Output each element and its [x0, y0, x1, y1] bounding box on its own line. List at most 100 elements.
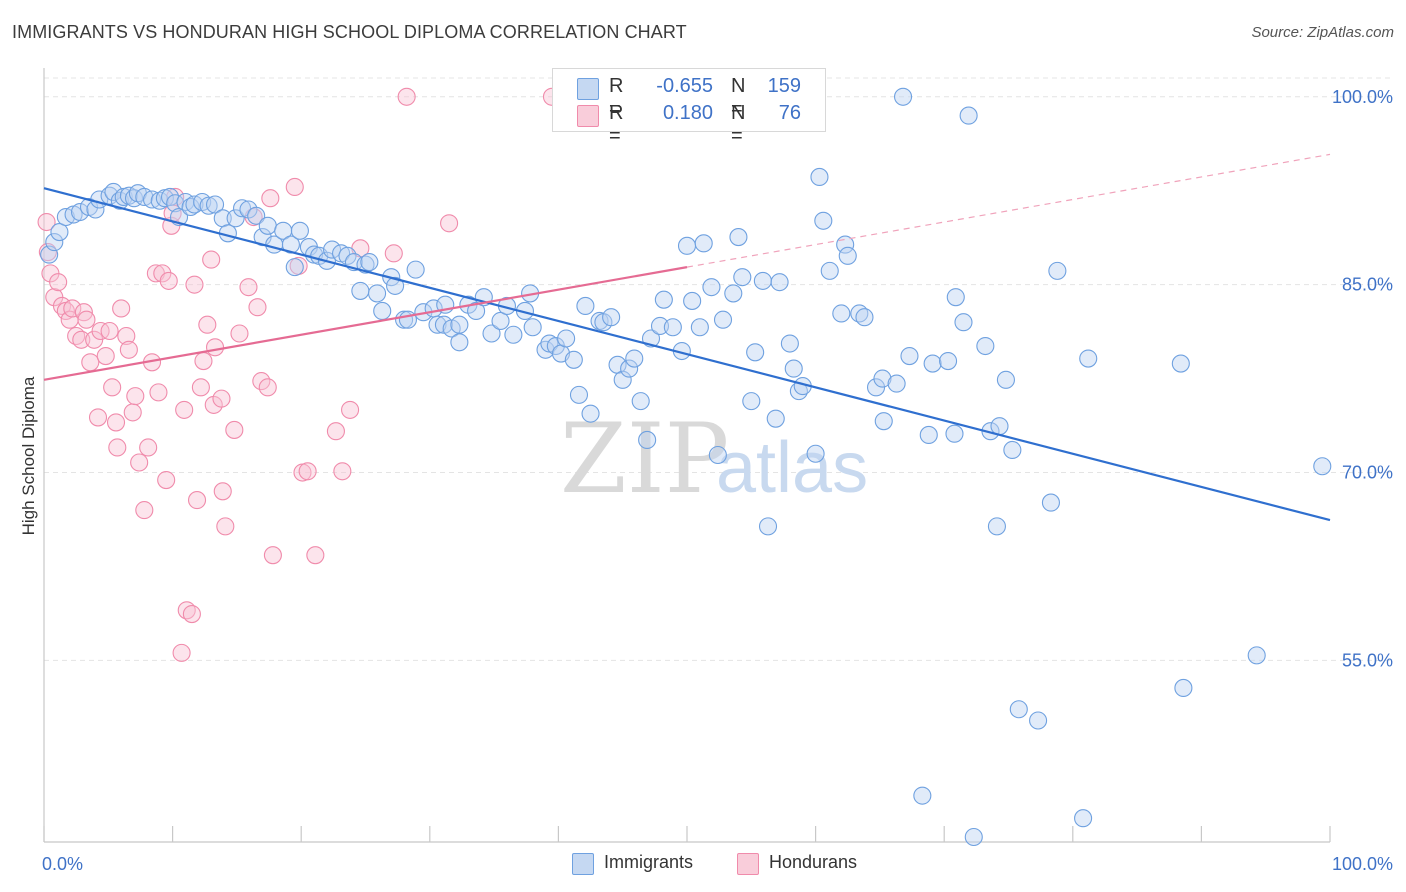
immigrant-point: [620, 359, 639, 378]
honduran-point: [126, 387, 145, 406]
immigrant-point: [806, 444, 825, 463]
immigrant-point: [467, 301, 486, 321]
honduran-point: [88, 408, 108, 427]
immigrant-point: [504, 325, 523, 344]
immigrant-point: [919, 425, 938, 445]
immigrant-point: [290, 221, 309, 240]
immigrant-point: [746, 343, 765, 362]
immigrant-point: [1003, 440, 1022, 460]
immigrant-point: [742, 392, 761, 411]
immigrant-point: [1074, 809, 1093, 828]
immigrant-point: [523, 318, 542, 337]
immigrant-point: [702, 278, 721, 297]
honduran-point: [74, 303, 93, 322]
immigrant-point: [945, 424, 964, 443]
immigrant-point: [923, 354, 942, 373]
immigrants-r-label: R =: [609, 75, 624, 120]
immigrant-point: [713, 310, 733, 329]
immigrants-legend-swatch: [572, 853, 594, 875]
hondurans-r-label: R =: [609, 102, 624, 147]
immigrants-n-value: 159: [767, 75, 801, 97]
y-tick-label: 85.0%: [1342, 275, 1393, 295]
hondurans-swatch: [577, 105, 599, 127]
immigrant-point: [258, 216, 277, 235]
honduran-point: [100, 321, 119, 341]
immigrant-point: [770, 273, 789, 292]
tick-labels: 55.0% 70.0% 85.0% 100.0% 0.0% 100.0%: [42, 87, 1393, 874]
honduran-point: [212, 389, 231, 408]
honduran-point: [216, 517, 235, 536]
y-tick-label: 55.0%: [1342, 650, 1393, 670]
immigrant-point: [428, 315, 447, 334]
immigrant-point: [677, 236, 697, 255]
honduran-point: [117, 326, 136, 346]
immigrant-point: [576, 296, 595, 315]
immigrant-point: [733, 268, 752, 287]
immigrant-point: [893, 87, 913, 106]
immigrant-point: [613, 370, 632, 389]
immigrant-point: [1029, 711, 1048, 730]
honduran-point: [333, 462, 352, 481]
immigrant-point: [142, 190, 162, 209]
honduran-point: [175, 400, 194, 419]
immigrant-point: [766, 409, 785, 428]
immigrant-point: [654, 290, 673, 309]
immigrant-point: [323, 240, 342, 259]
immigrant-point: [205, 195, 225, 214]
immigrant-point: [708, 445, 727, 465]
immigrant-point: [285, 258, 304, 277]
immigrant-point: [45, 233, 64, 252]
chart-title: IMMIGRANTS VS HONDURAN HIGH SCHOOL DIPLO…: [12, 22, 687, 42]
honduran-point: [172, 643, 191, 662]
hondurans-points: [37, 87, 562, 662]
x-tick-label-max: 100.0%: [1332, 854, 1393, 874]
immigrant-point: [70, 202, 90, 222]
immigrant-point: [581, 404, 600, 423]
immigrant-point: [625, 349, 644, 368]
hondurans-trend-extension: [686, 153, 1331, 268]
immigrant-point: [450, 333, 469, 352]
y-tick-label: 100.0%: [1332, 87, 1393, 107]
immigrant-point: [887, 374, 906, 393]
immigrants-swatch: [577, 78, 599, 100]
immigrant-point: [987, 517, 1006, 536]
immigrant-point: [631, 392, 650, 411]
immigrant-point: [810, 167, 829, 186]
immigrant-point: [1247, 646, 1266, 665]
immigrant-point: [724, 284, 743, 303]
immigrant-point: [1048, 261, 1067, 280]
watermark-atlas: atlas: [716, 428, 868, 508]
correlation-legend: R = -0.655 N = 159 R = 0.180 N = 76: [552, 68, 826, 147]
honduran-point: [202, 250, 221, 269]
immigrant-point: [569, 385, 589, 404]
hondurans-n-label: N =: [731, 102, 746, 147]
immigrant-point: [564, 350, 583, 369]
source-credit: Source: ZipAtlas.com: [1251, 24, 1394, 41]
immigrant-point: [386, 276, 405, 295]
immigrant-point: [964, 827, 983, 847]
hondurans-r-value: 0.180: [662, 102, 713, 124]
immigrant-point: [557, 329, 576, 348]
immigrant-point: [232, 199, 252, 218]
honduran-point: [384, 244, 403, 263]
immigrant-point: [1171, 354, 1190, 373]
honduran-point: [103, 378, 122, 397]
honduran-point: [72, 330, 91, 349]
immigrant-point: [855, 308, 874, 327]
immigrant-point: [602, 308, 621, 327]
immigrant-point: [838, 246, 857, 265]
immigrant-point: [1313, 457, 1332, 476]
immigrant-point: [954, 313, 973, 332]
immigrants-r-value: -0.655: [656, 75, 713, 97]
immigrant-point: [913, 786, 932, 805]
immigrant-point: [874, 412, 893, 431]
honduran-point: [263, 546, 282, 565]
y-tick-label: 70.0%: [1342, 463, 1393, 483]
immigrant-point: [150, 191, 169, 210]
immigrant-point: [939, 352, 958, 371]
honduran-point: [37, 212, 56, 232]
immigrant-point: [900, 346, 919, 366]
immigrant-point: [729, 228, 748, 247]
immigrant-point: [50, 223, 69, 242]
honduran-point: [81, 353, 100, 372]
